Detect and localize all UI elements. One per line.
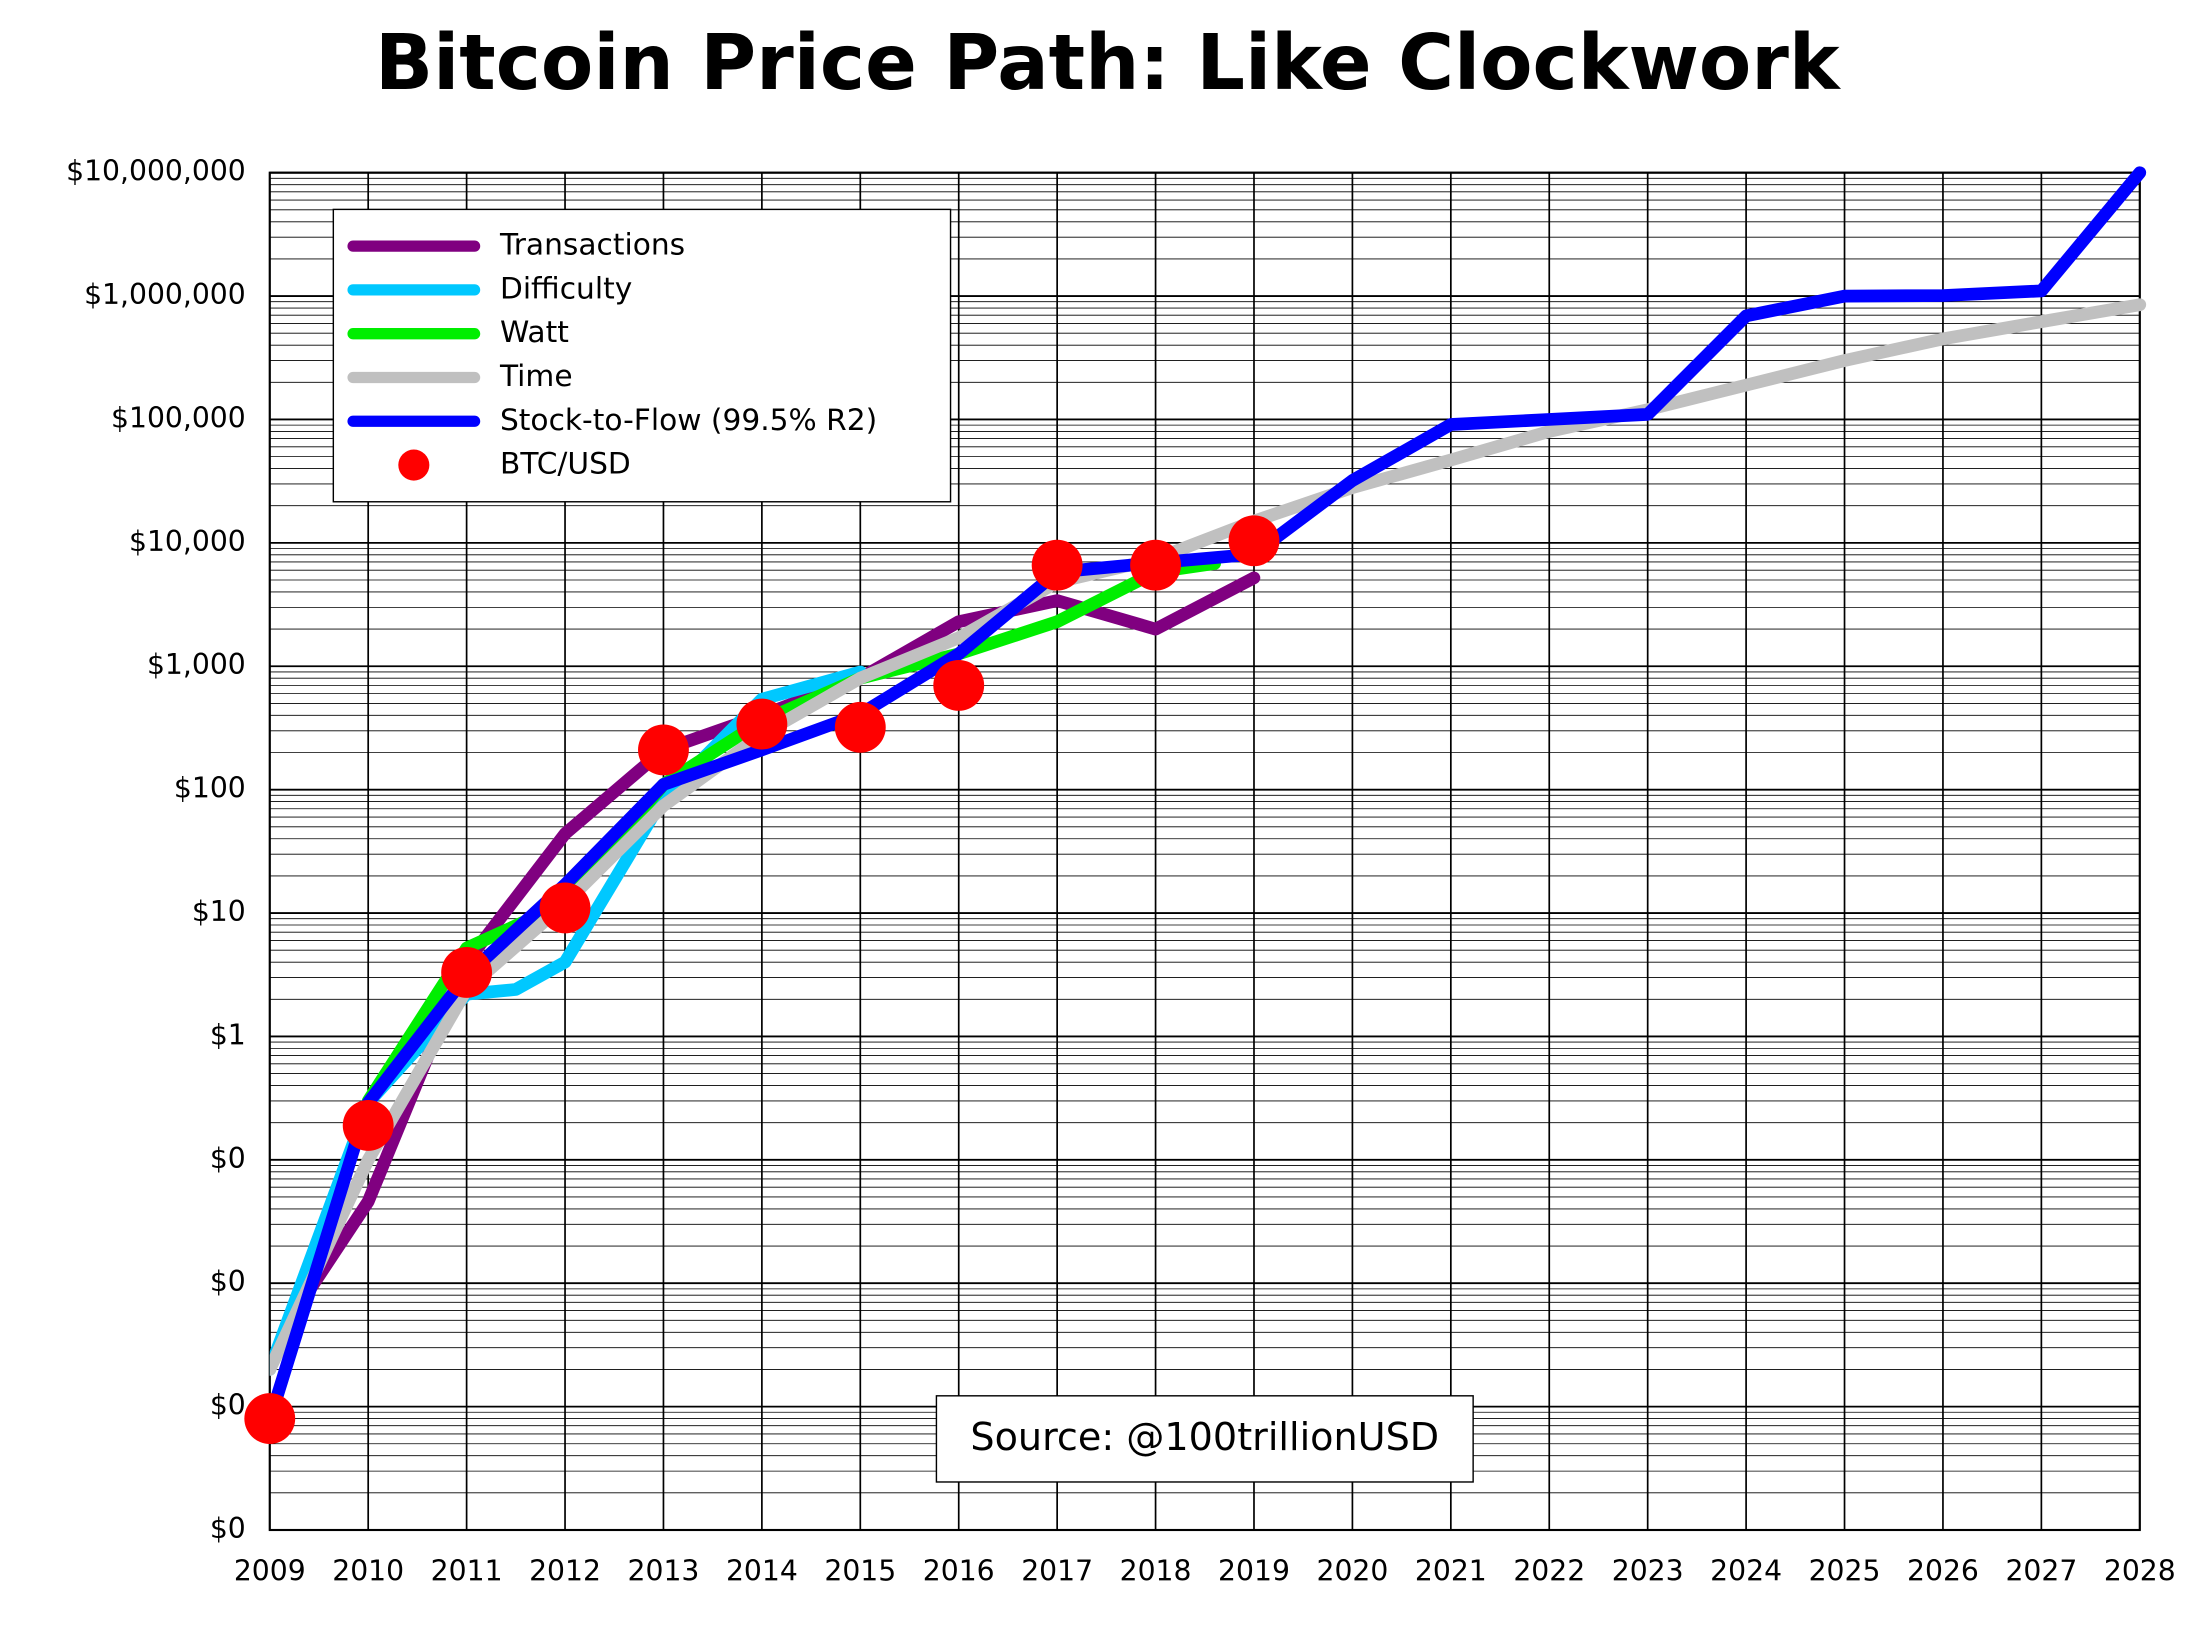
- y-tick-label: $0: [210, 1142, 246, 1175]
- y-tick-label: $1,000: [147, 648, 246, 681]
- data-point: [539, 882, 591, 934]
- legend-marker: [398, 449, 430, 481]
- data-point: [933, 659, 985, 711]
- data-point: [834, 701, 886, 753]
- x-tick-label: 2028: [2104, 1554, 2176, 1587]
- x-tick-label: 2012: [529, 1554, 601, 1587]
- data-point: [638, 724, 689, 776]
- legend-label: Difficulty: [500, 270, 632, 305]
- y-tick-label: $10,000,000: [66, 155, 246, 188]
- data-point: [736, 698, 788, 750]
- y-tick-label: $100: [174, 772, 246, 805]
- y-tick-label: $0: [210, 1389, 246, 1422]
- y-tick-label: $100,000: [111, 401, 246, 434]
- annotation: Source: @100trillionUSD: [970, 1415, 1439, 1459]
- x-tick-label: 2013: [628, 1554, 700, 1587]
- x-tick-label: 2023: [1612, 1554, 1684, 1587]
- plot-frame: [268, 171, 2141, 1532]
- x-tick-label: 2011: [431, 1554, 503, 1587]
- legend-label: Transactions: [499, 227, 685, 262]
- x-tick-label: 2022: [1513, 1554, 1585, 1587]
- x-tick-label: 2010: [332, 1554, 404, 1587]
- data-point: [1130, 539, 1181, 591]
- legend-label: Watt: [500, 314, 569, 349]
- series-line: [269, 298, 2147, 1376]
- x-tick-label: 2017: [1021, 1554, 1093, 1587]
- y-tick-label: $10,000: [129, 525, 246, 558]
- x-tick-label: 2026: [1907, 1554, 1979, 1587]
- legend-label: Stock-to-Flow (99.5% R2): [500, 402, 877, 437]
- data-point: [441, 947, 493, 998]
- x-tick-label: 2020: [1316, 1554, 1388, 1587]
- data-point: [1228, 515, 1280, 567]
- data-point: [244, 1393, 296, 1444]
- y-tick-label: $1,000,000: [84, 278, 246, 311]
- x-tick-label: 2009: [234, 1554, 306, 1587]
- y-tick-label: $10: [192, 895, 246, 928]
- x-tick-label: 2025: [1809, 1554, 1881, 1587]
- x-tick-label: 2024: [1710, 1554, 1782, 1587]
- y-tick-label: $0: [210, 1512, 246, 1545]
- chart-title: Bitcoin Price Path: Like Clockwork: [375, 18, 1842, 107]
- legend-box: [332, 208, 952, 503]
- x-tick-label: 2021: [1415, 1554, 1487, 1587]
- x-tick-label: 2014: [726, 1554, 798, 1587]
- y-tick-label: $0: [210, 1265, 246, 1298]
- legend-label: Time: [499, 358, 573, 393]
- x-tick-label: 2015: [824, 1554, 896, 1587]
- data-point: [342, 1100, 394, 1151]
- x-tick-label: 2016: [923, 1554, 995, 1587]
- annotation-box: [935, 1395, 1474, 1483]
- series-line: [269, 166, 2147, 1427]
- x-tick-label: 2019: [1218, 1554, 1290, 1587]
- y-tick-label: $1: [210, 1018, 246, 1051]
- legend-label: BTC/USD: [500, 446, 631, 481]
- data-point: [1031, 539, 1083, 591]
- series-line: [361, 557, 1222, 1108]
- x-tick-label: 2018: [1120, 1554, 1192, 1587]
- x-tick-label: 2027: [2005, 1554, 2077, 1587]
